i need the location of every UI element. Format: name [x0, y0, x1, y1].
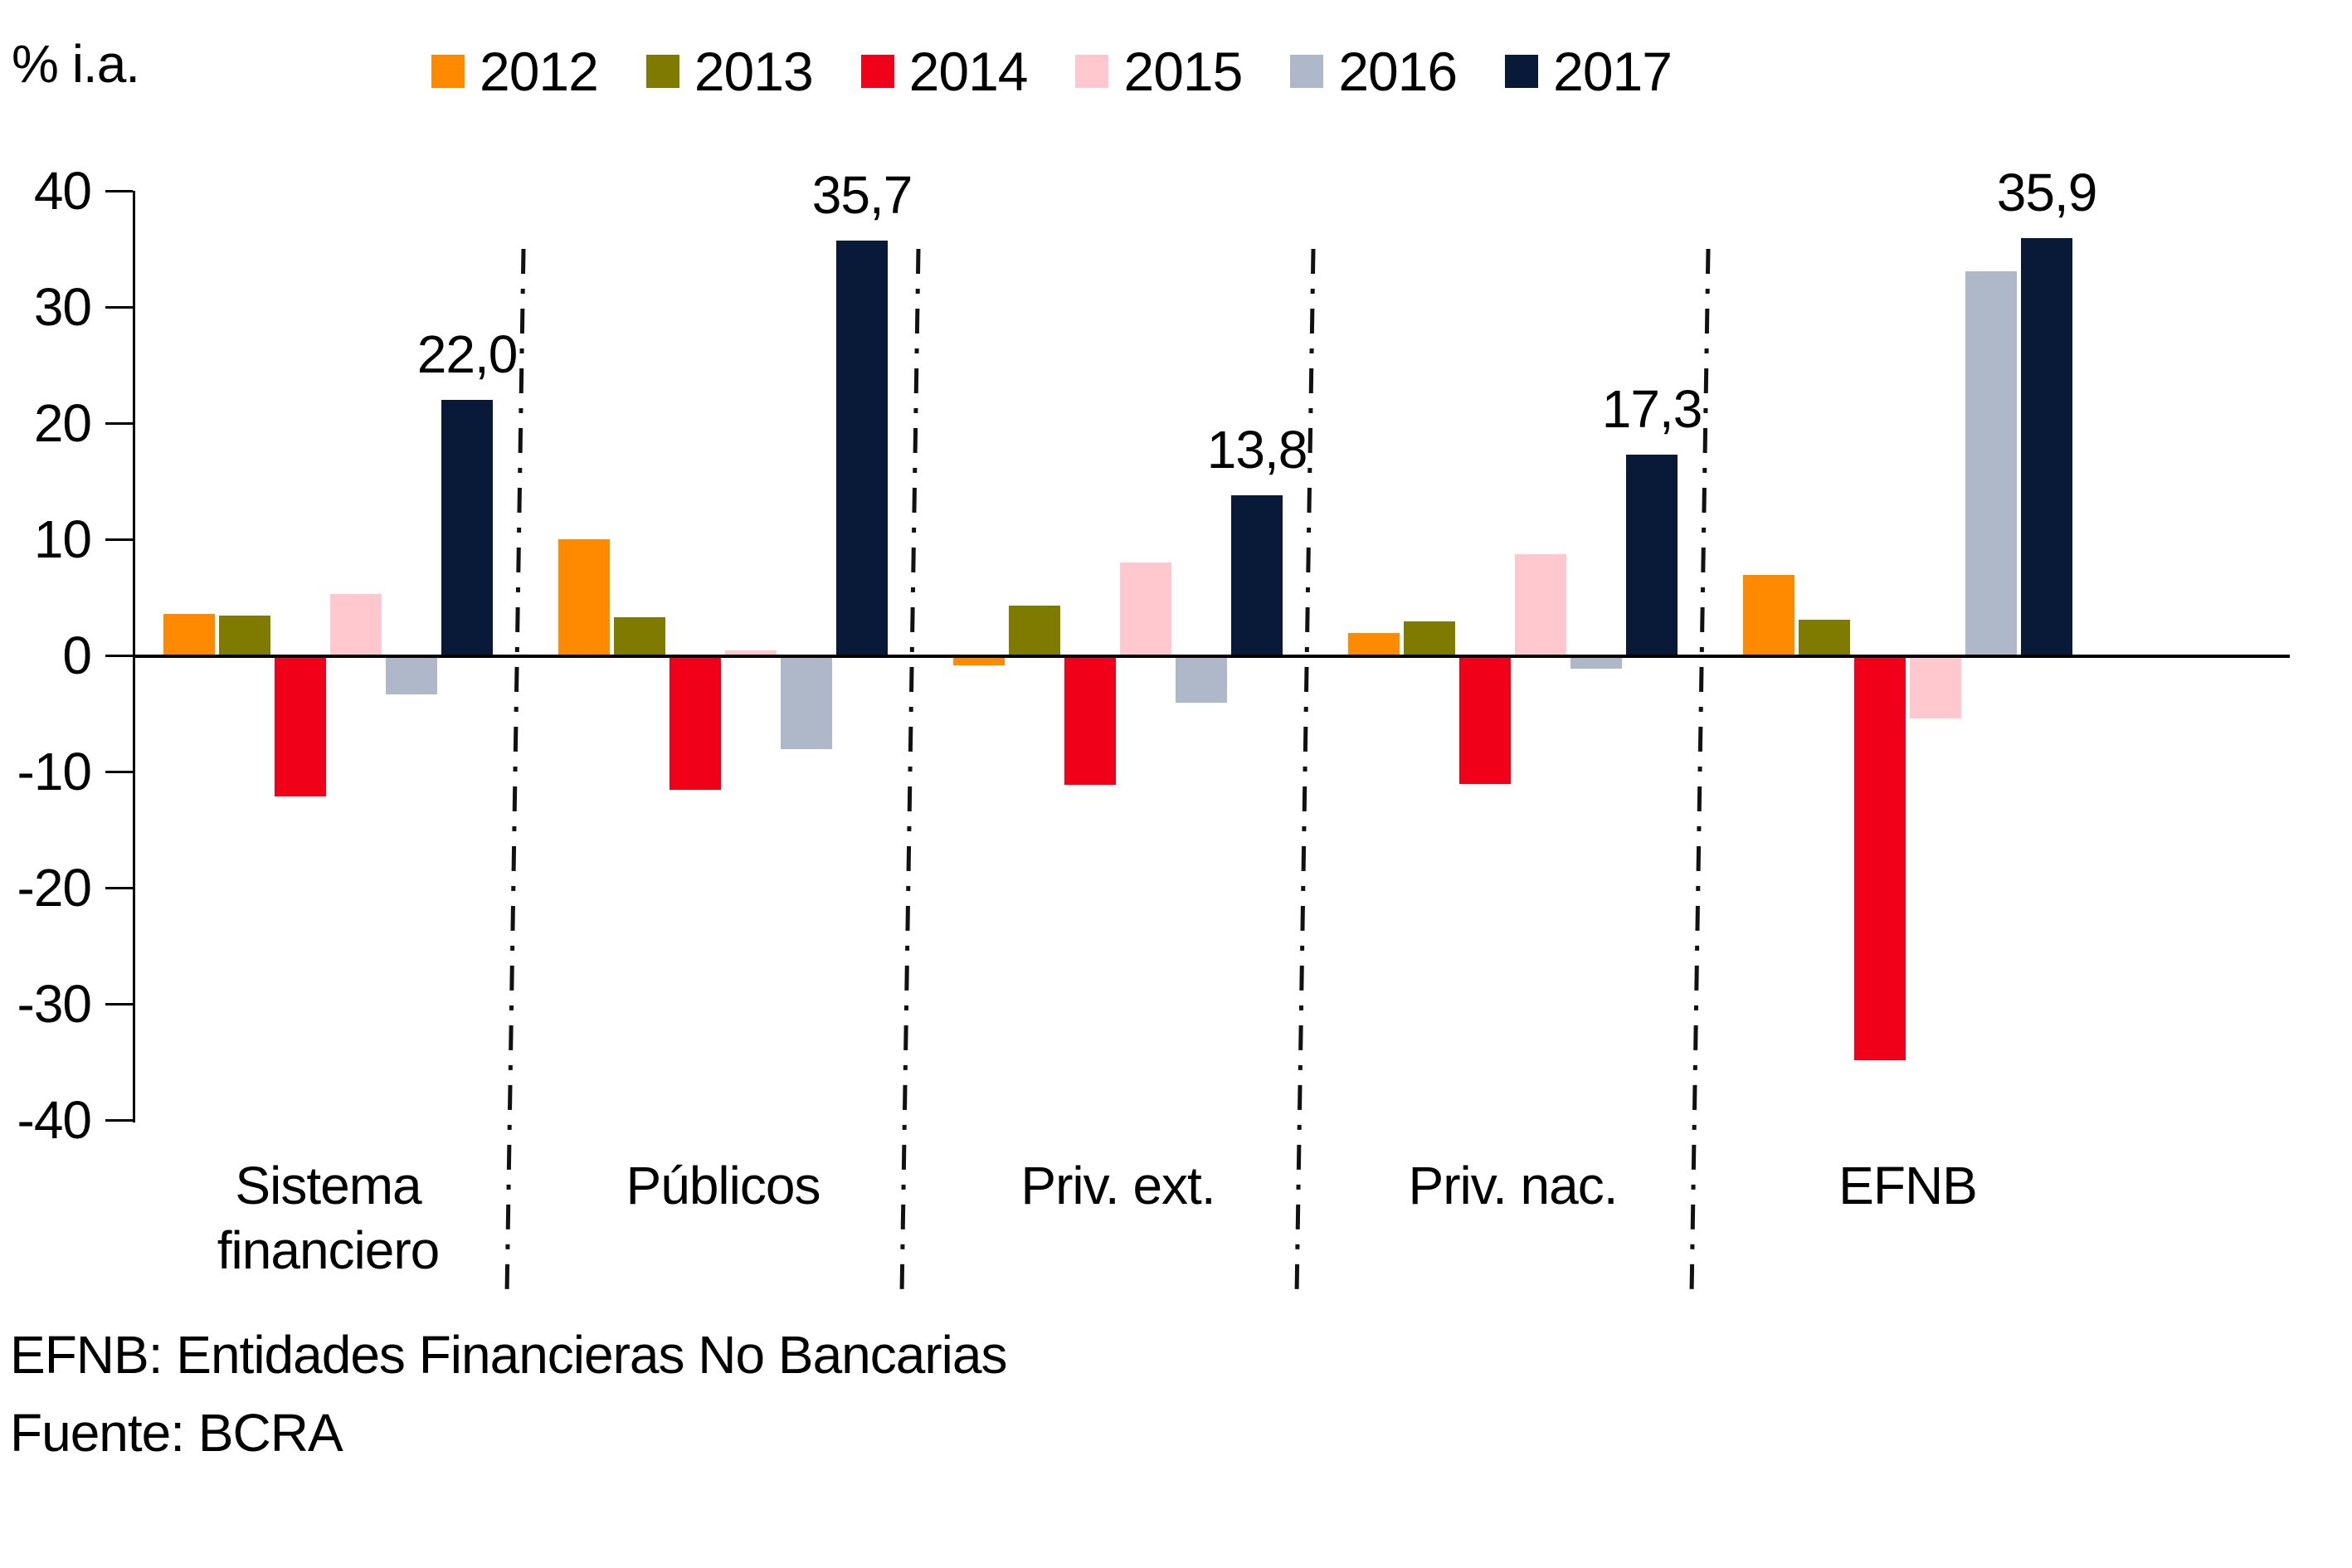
data-label-2017-sistema-financiero: 22,0 — [416, 324, 519, 384]
y-tick-label-20: 20 — [33, 393, 92, 453]
category-label-sistema-financiero: Sistema financiero — [217, 1156, 441, 1281]
bar-2015-sistema-financiero — [330, 594, 382, 655]
data-label-2017-p-blicos: 35,7 — [811, 165, 913, 225]
y-tick-label-10: 10 — [33, 509, 92, 569]
y-tick-mark-30 — [105, 306, 133, 309]
bar-2016-p-blicos — [781, 657, 832, 749]
bar-2014-efnb — [1854, 657, 1906, 1060]
bar-2014-sistema-financiero — [275, 657, 326, 796]
legend-swatch-2017 — [1505, 55, 1539, 88]
data-label-2017-efnb: 35,9 — [1996, 163, 2098, 222]
bar-2012-efnb — [1743, 575, 1794, 655]
footnote-source: Fuente: BCRA — [10, 1403, 343, 1463]
legend-label-2017: 2017 — [1553, 41, 1673, 102]
data-label-2017-priv-nac: 17,3 — [1601, 379, 1703, 439]
legend-swatch-2013 — [645, 55, 679, 88]
footnote-efnb-definition: EFNB: Entidades Financieras No Bancarias — [10, 1325, 1007, 1385]
bar-2017-priv-nac — [1626, 455, 1678, 655]
y-tick-mark--20 — [105, 887, 133, 889]
category-label-efnb: EFNB — [1838, 1156, 1978, 1215]
bar-2017-efnb — [2021, 238, 2072, 655]
y-tick-mark--10 — [105, 771, 133, 773]
category-label-priv-ext: Priv. ext. — [1020, 1156, 1215, 1215]
y-tick-label--10: -10 — [17, 742, 93, 801]
bar-2013-sistema-financiero — [219, 616, 270, 655]
category-label-p-blicos: Públicos — [626, 1156, 821, 1215]
bar-2015-efnb — [1910, 657, 1961, 718]
bar-2012-priv-nac — [1348, 633, 1400, 655]
legend-swatch-2014 — [860, 55, 894, 88]
y-tick-mark-10 — [105, 538, 133, 541]
x-axis-zero-line — [133, 655, 2290, 658]
bar-2016-efnb — [1965, 271, 2017, 655]
legend-item-2012: 2012 — [431, 40, 599, 103]
bar-2012-p-blicos — [558, 539, 610, 655]
y-tick-label-0: 0 — [62, 626, 92, 685]
bar-2016-priv-ext — [1176, 657, 1227, 703]
data-label-2017-priv-ext: 13,8 — [1206, 420, 1308, 480]
bar-2014-priv-nac — [1459, 657, 1511, 784]
bar-2016-priv-nac — [1570, 657, 1622, 669]
plot-area: 40 30 20 10 0 -10 -20 -30 -40 22,0 35,7 13,8 17,3 35,… — [17, 161, 2290, 1295]
bar-2012-priv-ext — [953, 657, 1005, 665]
y-tick-label--30: -30 — [17, 974, 93, 1034]
bar-2017-p-blicos — [836, 241, 888, 655]
bar-2016-sistema-financiero — [386, 657, 437, 694]
bar-2014-p-blicos — [670, 657, 721, 790]
bar-2017-priv-ext — [1231, 495, 1283, 655]
legend-label-2013: 2013 — [694, 41, 814, 102]
legend-item-2016: 2016 — [1290, 40, 1458, 103]
category-label-priv-nac: Priv. nac. — [1408, 1156, 1619, 1215]
legend-swatch-2016 — [1290, 55, 1324, 88]
legend: 2012 2013 2014 2015 2016 2017 — [431, 40, 1673, 103]
bar-2013-p-blicos — [614, 617, 665, 655]
legend-label-2014: 2014 — [908, 41, 1029, 102]
bar-2013-efnb — [1799, 620, 1850, 655]
bar-2017-sistema-financiero — [441, 400, 493, 655]
legend-item-2015: 2015 — [1075, 40, 1243, 103]
legend-label-2012: 2012 — [480, 41, 599, 102]
y-axis-title: % i.a. — [12, 34, 140, 94]
bar-2014-priv-ext — [1064, 657, 1116, 785]
y-tick-mark-20 — [105, 422, 133, 425]
legend-label-2015: 2015 — [1123, 41, 1243, 102]
bar-2015-priv-ext — [1120, 562, 1171, 655]
legend-label-2016: 2016 — [1338, 41, 1458, 102]
separator-line-2 — [899, 248, 921, 1295]
bar-2012-sistema-financiero — [163, 614, 215, 655]
y-tick-label-40: 40 — [33, 161, 92, 221]
separator-line-1 — [504, 248, 526, 1295]
bar-2015-priv-nac — [1515, 554, 1566, 655]
bar-2015-p-blicos — [725, 650, 777, 655]
legend-item-2017: 2017 — [1505, 40, 1673, 103]
legend-swatch-2015 — [1075, 55, 1109, 88]
bar-2013-priv-ext — [1009, 606, 1060, 655]
bar-2013-priv-nac — [1404, 621, 1455, 655]
y-tick-label--40: -40 — [17, 1090, 93, 1150]
legend-item-2014: 2014 — [860, 40, 1029, 103]
y-tick-mark--40 — [105, 1119, 133, 1122]
separator-line-3 — [1294, 248, 1316, 1295]
y-tick-mark--30 — [105, 1003, 133, 1006]
legend-swatch-2012 — [431, 55, 465, 88]
y-tick-label-30: 30 — [33, 277, 92, 337]
y-tick-label--20: -20 — [17, 858, 93, 918]
legend-item-2013: 2013 — [645, 40, 814, 103]
y-tick-mark-0 — [105, 655, 133, 657]
y-tick-mark-40 — [105, 190, 133, 192]
